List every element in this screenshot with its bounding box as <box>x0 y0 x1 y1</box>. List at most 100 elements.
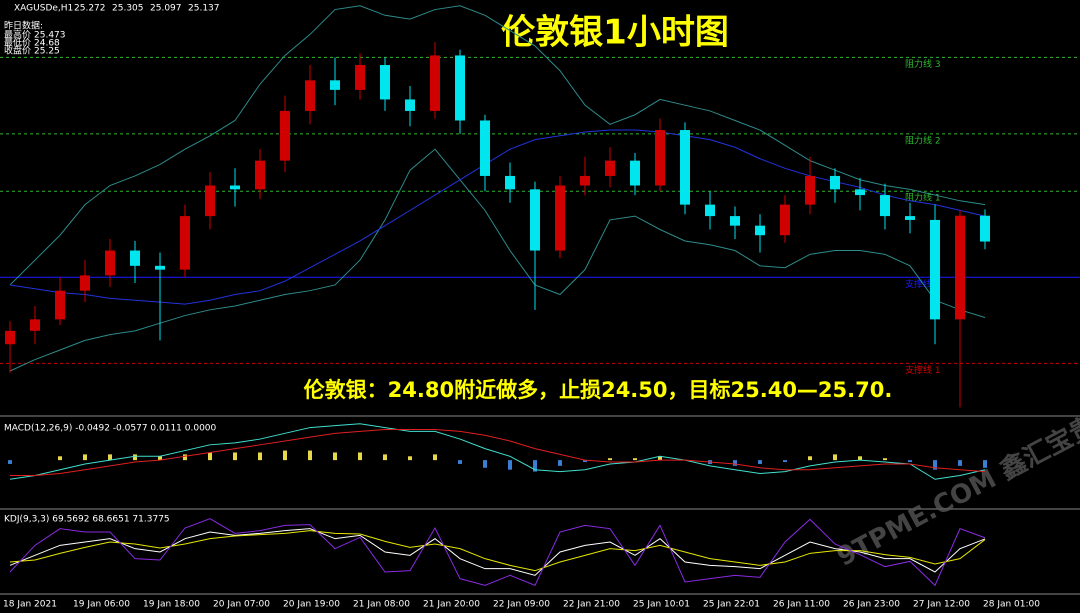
macd-bar <box>833 454 837 461</box>
candle-body <box>955 215 965 320</box>
info-value: 24.68 <box>34 39 60 49</box>
candle-body <box>655 130 665 186</box>
info-value: 25.25 <box>34 47 60 57</box>
macd-bar <box>233 452 237 461</box>
x-tick-label: 22 Jan 09:00 <box>493 600 550 610</box>
level-label: 阻力线 1 <box>905 192 941 204</box>
candle-body <box>55 290 65 320</box>
kdj-line <box>9 518 986 587</box>
macd-bar <box>783 460 787 463</box>
macd-bar <box>383 454 387 461</box>
macd-bar <box>358 452 362 461</box>
candle-body <box>130 250 140 266</box>
macd-bar <box>658 456 662 461</box>
chart-title: 伦敦银1小时图 <box>501 13 729 53</box>
info-label: 最低价 <box>4 37 31 49</box>
kdj-line <box>9 528 986 576</box>
info-label: 最高价 <box>4 29 31 41</box>
macd-bar <box>408 456 412 461</box>
x-tick-label: 28 Jan 01:00 <box>983 600 1040 610</box>
macd-bar <box>758 460 762 464</box>
candle-body <box>905 216 915 220</box>
overlay-line <box>9 148 986 372</box>
x-tick-label: 19 Jan 06:00 <box>73 600 130 610</box>
x-tick-label: 20 Jan 07:00 <box>213 600 270 610</box>
kdj-header: KDJ(9,3,3) 69.5692 68.6651 71.3775 <box>4 515 170 525</box>
macd-bar <box>458 460 462 464</box>
x-tick-label: 25 Jan 10:01 <box>633 600 690 610</box>
x-tick-label: 26 Jan 11:00 <box>773 600 830 610</box>
candle-body <box>455 55 465 121</box>
candle-body <box>780 204 790 236</box>
symbol: XAGUSDe,H1 <box>14 4 73 14</box>
candle-body <box>430 55 440 111</box>
x-tick-label: 26 Jan 23:00 <box>843 600 900 610</box>
macd-bar <box>933 460 937 470</box>
x-tick-label: 19 Jan 18:00 <box>143 600 200 610</box>
macd-bar <box>958 460 962 466</box>
macd-bar <box>433 454 437 461</box>
candle-body <box>605 160 615 176</box>
candle-body <box>530 189 540 251</box>
overlay-line <box>9 5 986 286</box>
candle-body <box>805 175 815 205</box>
macd-bar <box>533 460 537 472</box>
header-open: 25.272 <box>74 4 106 14</box>
candle-body <box>80 275 90 291</box>
x-tick-label: 20 Jan 19:00 <box>283 600 340 610</box>
candle-body <box>480 120 490 176</box>
macd-bar <box>808 456 812 461</box>
macd-bar <box>733 460 737 466</box>
candle-body <box>355 65 365 90</box>
macd-bar <box>333 452 337 461</box>
level-label: 支撑线 1 <box>905 364 941 376</box>
macd-bar <box>508 460 512 470</box>
candle-body <box>230 185 240 190</box>
header-close: 25.137 <box>188 4 220 14</box>
macd-bar <box>133 454 137 461</box>
info-value: 25.473 <box>34 31 66 41</box>
info-label: 收盘价 <box>4 45 31 57</box>
macd-bar <box>258 452 262 461</box>
info-title: 昨日数据: <box>4 20 43 32</box>
overlay-line <box>9 129 986 305</box>
macd-bar <box>8 460 12 464</box>
macd-bar <box>208 452 212 461</box>
candle-body <box>680 130 690 205</box>
macd-bar <box>83 454 87 461</box>
macd-bar <box>58 456 62 461</box>
candle-body <box>105 250 115 276</box>
candle-body <box>280 110 290 161</box>
annotation: 伦敦银：24.80附近做多，止损24.50，目标25.40—25.70. <box>304 378 893 402</box>
macd-bar <box>558 460 562 466</box>
macd-bar <box>583 460 587 463</box>
macd-bar <box>308 450 312 461</box>
candle-body <box>755 225 765 236</box>
x-tick-label: 27 Jan 12:00 <box>913 600 970 610</box>
candle-body <box>380 65 390 100</box>
macd-bar <box>633 458 637 461</box>
candle-body <box>930 219 940 320</box>
candle-body <box>830 175 840 190</box>
candle-body <box>405 99 415 111</box>
candle-body <box>730 216 740 226</box>
macd-bar <box>858 456 862 461</box>
header-high: 25.305 <box>112 4 144 14</box>
level-label: 阻力线 3 <box>905 58 941 70</box>
macd-bar <box>983 460 987 468</box>
candle-body <box>205 185 215 217</box>
macd-bar <box>883 458 887 461</box>
macd-bar <box>608 458 612 461</box>
candle-body <box>330 80 340 90</box>
candle-body <box>30 319 40 331</box>
candle-body <box>505 175 515 190</box>
candle-body <box>305 80 315 111</box>
candle-body <box>180 216 190 270</box>
level-label: 阻力线 2 <box>905 134 941 146</box>
header-low: 25.097 <box>150 4 182 14</box>
x-tick-label: 22 Jan 21:00 <box>563 600 620 610</box>
candle-body <box>980 215 990 242</box>
candle-body <box>880 195 890 217</box>
